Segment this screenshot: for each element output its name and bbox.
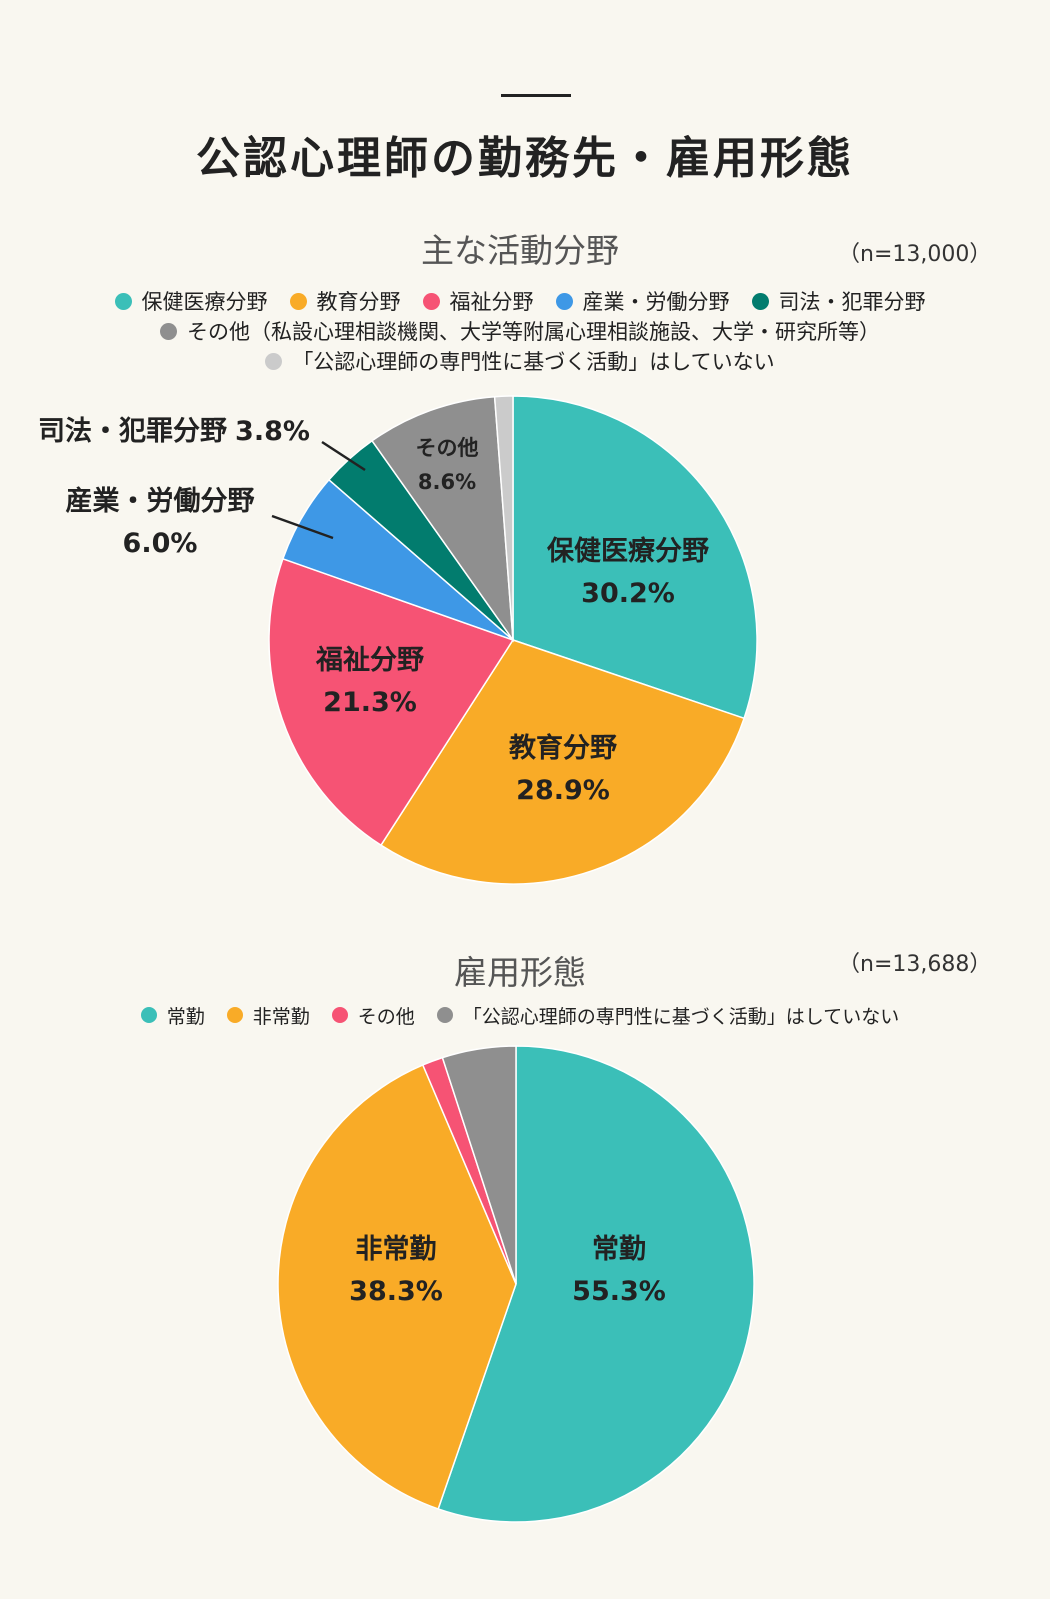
legend-item: 福祉分野 bbox=[422, 286, 534, 316]
sample-size-employment-type: （n=13,688） bbox=[838, 952, 992, 977]
legend-label: 教育分野 bbox=[316, 290, 401, 314]
slice-label-value: 3.8% bbox=[235, 416, 310, 447]
legend-swatch bbox=[160, 322, 177, 340]
slice-label-name: その他 bbox=[416, 436, 479, 460]
pie-slice bbox=[512, 395, 758, 720]
legend-swatch bbox=[555, 292, 573, 310]
legend-swatch bbox=[751, 292, 769, 310]
legend-label: 産業・労働分野 bbox=[582, 290, 730, 314]
slice-label-value: 6.0% bbox=[123, 528, 198, 559]
slice-label-value: 30.2% bbox=[581, 578, 675, 609]
slice-label-name: 司法・犯罪分野 bbox=[38, 416, 227, 447]
chart-title-activity-field: 主な活動分野 bbox=[421, 231, 619, 270]
leader-line bbox=[271, 514, 334, 540]
pie-slice bbox=[437, 1045, 755, 1523]
slice-label-value: 55.3% bbox=[572, 1276, 666, 1307]
legend-activity-field: 保健医療分野 教育分野 福祉分野 産業・労働分野 司法・犯罪分野その他（私設心理相談機関… bbox=[40, 286, 1000, 376]
legend-label: 非常勤 bbox=[252, 1005, 310, 1028]
chart-title-employment-type: 雇用形態 bbox=[454, 953, 586, 992]
legend-label: その他（私設心理相談機関、大学等附属心理相談施設、大学・研究所等） bbox=[187, 320, 880, 344]
slice-label-name: 保健医療分野 bbox=[546, 536, 709, 567]
slice-label-name: 福祉分野 bbox=[315, 645, 424, 676]
legend-label: 常勤 bbox=[166, 1005, 205, 1028]
leader-line bbox=[321, 440, 366, 472]
legend-swatch bbox=[422, 292, 440, 310]
legend-item: 教育分野 bbox=[289, 286, 401, 316]
legend-employment-type: 常勤 非常勤 その他 「公認心理師の専門性に基づく活動」はしていない bbox=[40, 1000, 1000, 1030]
legend-item: 司法・犯罪分野 bbox=[751, 286, 926, 316]
legend-swatch bbox=[436, 1007, 453, 1023]
pie-chart-activity-field: 保健医療分野 30.2% 教育分野 28.9% 福祉分野 21.3% 産業・労働分野 6.0%… bbox=[38, 395, 758, 885]
pie-slice bbox=[268, 557, 515, 847]
legend-swatch bbox=[140, 1007, 157, 1023]
legend-swatch bbox=[265, 352, 283, 370]
legend-item: 産業・労働分野 bbox=[555, 286, 730, 316]
pie-slice bbox=[379, 639, 746, 885]
slice-label-name: 産業・労働分野 bbox=[66, 485, 255, 517]
slice-label-name: 常勤 bbox=[592, 1234, 646, 1265]
sample-size-activity-field: （n=13,000） bbox=[838, 242, 992, 267]
legend-label: 保健医療分野 bbox=[141, 290, 268, 314]
pie-slice bbox=[493, 395, 514, 641]
legend-item: 非常勤 bbox=[226, 1000, 310, 1030]
slice-label-name: 教育分野 bbox=[509, 732, 617, 764]
legend-item: 常勤 bbox=[140, 1000, 205, 1030]
pie-slice bbox=[277, 1064, 517, 1510]
legend-swatch bbox=[114, 292, 132, 310]
legend-label: 「公認心理師の専門性に基づく活動」はしていない bbox=[462, 1005, 900, 1028]
legend-item: その他 bbox=[331, 1000, 415, 1030]
legend-label: 司法・犯罪分野 bbox=[778, 290, 926, 314]
slice-label-value: 28.9% bbox=[516, 775, 610, 806]
legend-item: 保健医療分野 bbox=[114, 286, 268, 316]
legend-swatch bbox=[226, 1007, 243, 1023]
legend-item: 「公認心理師の専門性に基づく活動」はしていない bbox=[436, 1000, 900, 1030]
pie-slice bbox=[441, 1045, 517, 1285]
legend-item: 「公認心理師の専門性に基づく活動」はしていない bbox=[265, 346, 775, 376]
legend-label: 「公認心理師の専門性に基づく活動」はしていない bbox=[292, 350, 775, 374]
slice-label-name: 非常勤 bbox=[356, 1234, 437, 1265]
slice-label-value: 8.6% bbox=[418, 470, 476, 494]
pie-slice bbox=[371, 395, 514, 643]
title-rule bbox=[501, 94, 571, 97]
page-title: 公認心理師の勤務先・雇用形態 bbox=[196, 133, 854, 184]
legend-swatch bbox=[289, 292, 307, 310]
slice-label-value: 38.3% bbox=[349, 1276, 443, 1307]
legend-item: その他（私設心理相談機関、大学等附属心理相談施設、大学・研究所等） bbox=[160, 316, 880, 346]
pie-chart-employment-type: 常勤 55.3% 非常勤 38.3% bbox=[277, 1045, 755, 1523]
slice-label: 司法・犯罪分野 3.8% bbox=[38, 416, 310, 447]
legend-swatch bbox=[331, 1007, 348, 1023]
legend-label: その他 bbox=[357, 1005, 415, 1028]
legend-label: 福祉分野 bbox=[449, 290, 534, 314]
slice-label-value: 21.3% bbox=[323, 687, 417, 718]
